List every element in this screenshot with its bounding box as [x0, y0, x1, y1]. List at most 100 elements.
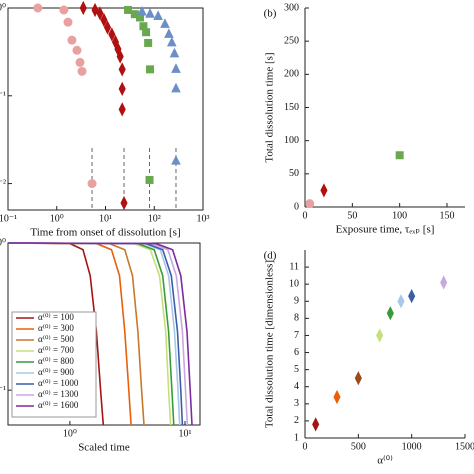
triangle-marker [137, 5, 147, 16]
diamond-marker [118, 62, 126, 77]
x-tick-label: 50 [347, 210, 357, 221]
panel-label: (d) [264, 250, 277, 262]
triangle-marker [169, 47, 180, 58]
diamond-marker [118, 81, 126, 96]
y-tick-label: 200 [284, 69, 299, 80]
y-tick-label: 10 [289, 278, 299, 289]
legend-label: α⁽⁰⁾ = 800 [38, 356, 74, 366]
circle-marker [77, 66, 87, 76]
y-tick-label: 3 [294, 398, 299, 409]
y-tick-label: 50 [289, 168, 299, 179]
x-tick-label: 10⁰ [50, 213, 64, 224]
y-tick-label: 11 [289, 261, 299, 272]
square-marker [144, 38, 153, 47]
triangle-marker [171, 82, 181, 93]
x-axis-label: Scaled time [78, 442, 130, 454]
diamond-marker [386, 306, 394, 321]
y-tick-label: 6 [294, 347, 299, 358]
square-marker [142, 28, 151, 37]
diamond-marker [120, 195, 128, 211]
x-tick-label: 10⁰ [63, 428, 77, 439]
triangle-marker [153, 10, 163, 21]
legend-label: α⁽⁰⁾ = 1600 [38, 400, 79, 410]
y-tick-label: 9 [294, 296, 299, 307]
circle-marker [59, 5, 69, 15]
x-axis-label: α⁽⁰⁾ [377, 455, 393, 467]
x-tick-label: 100 [392, 210, 407, 221]
diamond-marker [96, 6, 104, 21]
x-tick-label: 10¹ [99, 213, 112, 224]
x-axis-label: Time from onset of dissolution [s] [30, 227, 180, 239]
y-tick-label: 250 [284, 35, 299, 46]
y-axis-label: Total dissolution time [s] [264, 52, 276, 162]
diamond-marker [108, 27, 116, 42]
y-tick-label: 100 [284, 135, 299, 146]
y-tick-label: 150 [284, 102, 299, 113]
x-tick-label: 10⁻¹ [0, 213, 17, 224]
square-marker [146, 65, 155, 74]
x-tick-label: 1500 [455, 441, 474, 452]
x-tick-label: 10² [148, 213, 161, 224]
x-tick-label: 500 [351, 441, 366, 452]
diamond-marker [103, 20, 112, 35]
legend-label: α⁽⁰⁾ = 700 [38, 345, 74, 355]
series-line [7, 242, 193, 426]
legend-label: α⁽⁰⁾ = 500 [38, 334, 74, 344]
y-tick-label: 1 [294, 432, 299, 443]
diamond-marker [312, 417, 320, 432]
square-marker [145, 175, 154, 184]
y-axis-label: Total dissolution time [dimensionless] [264, 260, 276, 428]
x-tick-label: 10¹ [178, 428, 191, 439]
circle-marker [87, 179, 97, 189]
circle-marker [305, 199, 315, 209]
triangle-marker [171, 63, 181, 73]
diamond-marker [116, 49, 124, 64]
diamond-marker [118, 102, 126, 117]
legend-label: α⁽⁰⁾ = 300 [38, 323, 74, 333]
panel-label: (b) [264, 8, 277, 20]
diamond-marker [397, 294, 405, 309]
x-tick-label: 0 [303, 210, 308, 221]
diamond-marker [376, 328, 384, 343]
square-marker [395, 151, 404, 160]
x-axis-label: Exposure time, τₑₓₚ [s] [336, 224, 435, 236]
x-tick-label: 150 [440, 210, 455, 221]
x-tick-label: 10³ [197, 213, 210, 224]
diamond-marker [408, 289, 416, 304]
diamond-marker [91, 2, 99, 18]
circle-marker [63, 17, 73, 27]
circle-marker [67, 35, 77, 45]
triangle-marker [164, 28, 174, 38]
circle-marker [33, 3, 43, 13]
legend-label: α⁽⁰⁾ = 100 [38, 312, 74, 322]
y-tick-label: 10⁻² [0, 178, 6, 189]
triangle-marker [160, 18, 170, 28]
y-tick-label: 8 [294, 313, 299, 324]
diamond-marker [440, 275, 448, 290]
plot-frame [7, 7, 204, 211]
triangle-marker [166, 36, 177, 47]
y-tick-label: 5 [294, 364, 299, 375]
diamond-marker [320, 183, 328, 198]
y-tick-label: 0 [294, 201, 299, 212]
y-tick-label: 4 [294, 381, 299, 392]
triangle-marker [171, 155, 181, 165]
x-tick-label: 1000 [402, 441, 422, 452]
legend-label: α⁽⁰⁾ = 1300 [38, 389, 79, 399]
diamond-marker [100, 12, 108, 28]
legend-label: α⁽⁰⁾ = 1000 [38, 378, 79, 388]
y-tick-label: 10⁻¹ [0, 384, 6, 395]
x-tick-label: 0 [303, 441, 308, 452]
diamond-marker [333, 389, 341, 405]
y-tick-label: 10⁰ [0, 2, 6, 13]
legend-label: α⁽⁰⁾ = 900 [38, 367, 74, 377]
triangle-marker [145, 8, 155, 18]
diamond-marker [354, 371, 362, 386]
y-tick-label: 7 [294, 330, 299, 341]
circle-marker [72, 45, 82, 55]
square-marker [124, 5, 133, 14]
diamond-marker [79, 0, 87, 16]
y-tick-label: 2 [294, 415, 299, 426]
y-tick-label: 10⁻¹ [0, 90, 6, 101]
